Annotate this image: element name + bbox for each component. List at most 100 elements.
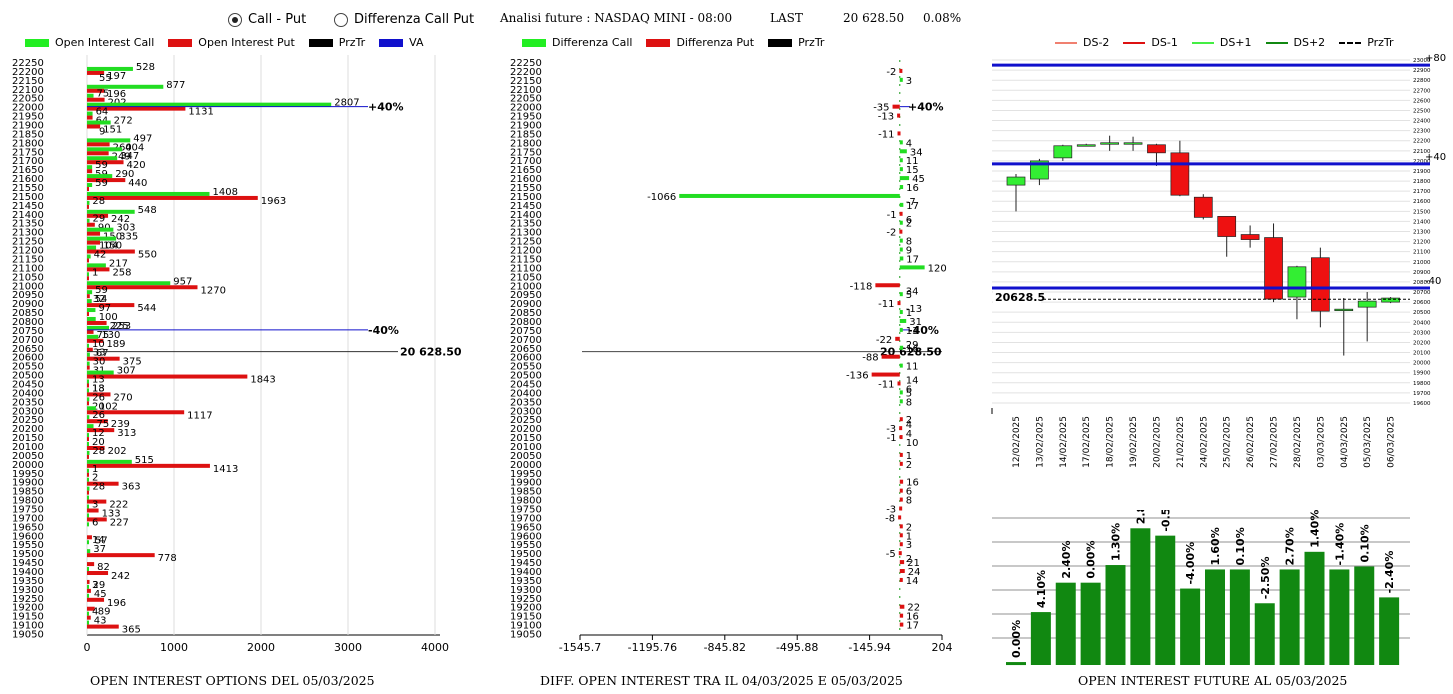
call-value-label: 75 [97,419,110,430]
put-bar [87,597,105,602]
strike-label: 20000 [12,460,44,471]
put-bar [87,240,101,245]
call-bar [87,361,90,366]
diff-bar-negative [679,193,900,198]
legend-label: PrzTr [338,36,366,49]
put-bar [87,222,95,227]
strike-label: 21200 [510,246,542,257]
oi-bar [1130,528,1151,665]
strike-label: 20200 [510,424,542,435]
diff-value-label: -1066 [647,192,676,203]
mode-difference[interactable]: Differenza Call Put [334,12,474,27]
open-interest-diff-chart: 2225022200221502210022050220002195021900… [510,58,953,654]
mode-call-put[interactable]: Call - Put [228,12,306,27]
legend-item: Differenza Put [646,36,754,49]
strike-label: 20800 [510,317,542,328]
call-bar [87,308,96,313]
strike-label: 19400 [510,567,542,578]
call-bar [87,227,114,232]
call-value-label: 4 [92,607,98,618]
y-tick-label: 20800 [1413,280,1431,286]
put-bar [87,490,89,495]
put-value-label: 363 [122,482,141,493]
put-value-label: 75 [97,330,110,341]
y-tick-label: 21000 [1413,260,1431,266]
strike-label: 20100 [510,442,542,453]
diff-value-label: 21 [907,558,920,569]
diff-value-label: 2 [906,460,912,471]
put-value-label: 375 [123,357,142,368]
strike-label: 20000 [510,460,542,471]
strike-label: 21050 [12,272,44,283]
future-info: Analisi future : NASDAQ MINI - 08:00 LAS… [500,11,961,25]
strike-label: 19250 [510,594,542,605]
call-bar [87,433,89,438]
strike-label: 20700 [12,335,44,346]
call-value-label: 26 [92,392,105,403]
y-tick-label: 20000 [1413,361,1431,367]
date-label: 21/02/2025 [1176,416,1186,468]
y-tick-label: 20100 [1413,351,1431,357]
put-bar [87,481,119,486]
legend-label: VA [409,36,424,49]
strike-label: 19650 [12,522,44,533]
call-bar [87,424,94,429]
y-tick-label: 19900 [1413,371,1431,377]
diff-value-label: 2 [906,219,912,230]
diff-bar-positive [899,390,903,395]
diff-bar-positive [899,613,904,618]
legend-label: Differenza Call [552,36,633,49]
call-value-label: 59 [95,160,108,171]
date-label: 17/02/2025 [1082,416,1092,468]
strike-label: 21550 [510,183,542,194]
date-label: 04/03/2025 [1340,416,1350,468]
put-bar [87,571,109,576]
call-bar [87,183,93,188]
put-bar [87,169,93,174]
radio-icon[interactable] [334,12,348,27]
put-value-label: 196 [107,598,126,609]
put-value-label: 242 [111,571,130,582]
call-value-label: 548 [138,205,157,216]
candle-body [1287,266,1307,298]
strike-label: 19500 [12,549,44,560]
strike-label: 21450 [510,201,542,212]
legend-item: PrzTr [768,36,824,49]
va-label: +80 [1425,53,1446,64]
candle-body [1240,234,1260,240]
strike-label: 21400 [510,210,542,221]
strike-label: 19550 [510,540,542,551]
legend-swatch [768,38,793,47]
diff-bar-positive [899,577,903,582]
call-value-label: 2807 [334,98,359,109]
y-tick-label: 19700 [1413,391,1431,397]
date-label: 20/02/2025 [1152,416,1162,468]
strike-label: 22250 [510,58,542,69]
put-bar [87,562,95,567]
put-bar [87,383,89,388]
diff-bar-positive [899,497,903,502]
strike-label: 19900 [510,478,542,489]
oi-bar [1080,582,1101,665]
diff-bar-positive [899,292,903,297]
oi-bar [1205,569,1225,665]
diff-value-label: 11 [906,156,919,167]
diff-bar-positive [899,149,907,154]
legend-item: PrzTr [1339,36,1394,49]
oi-bar [1055,582,1076,665]
call-value-label: 347 [120,151,139,162]
radio-icon[interactable] [228,12,242,27]
diff-value-label: -5 [886,549,896,560]
call-value-label: 290 [115,169,134,180]
call-bar [87,325,110,330]
call-value-label: 13 [92,374,105,385]
call-value-label: 59 [95,285,108,296]
call-value-label: 20 [92,437,105,448]
call-value-label: 104 [99,241,118,252]
call-value-label: 335 [119,232,138,243]
przTr-label: 20 628.50 [400,346,462,359]
diff-value-label: 1 [906,308,912,319]
strike-label: 19400 [12,567,44,578]
legend-item: DS-1 [1123,36,1178,49]
diff-bar-negative [881,354,900,359]
